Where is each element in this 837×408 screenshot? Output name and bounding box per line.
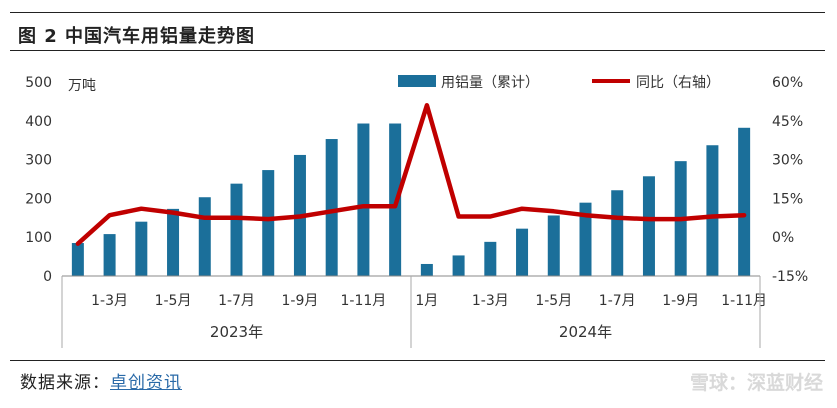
right-axis: -15% 0% 15% 30% 45% 60% (772, 75, 808, 285)
x-tick-label: 1月 (415, 293, 438, 309)
footer-top-rule (10, 360, 825, 361)
line-point (139, 207, 143, 211)
bar (230, 183, 243, 276)
x-tick-label: 1-5月 (155, 293, 192, 309)
source-link[interactable]: 卓创资讯 (110, 373, 182, 393)
right-tick-label: 45% (772, 114, 803, 130)
bar (71, 243, 84, 276)
line-point (457, 215, 461, 219)
source-label: 数据来源： (20, 373, 110, 393)
title-bottom-rule (10, 50, 825, 51)
bar (516, 228, 529, 276)
right-tick-label: 30% (772, 153, 803, 169)
x-axis: 1-3月 1-5月 1-7月 1-9月 1-11月 1月 1-3月 1-5月 1-7月 1-9月 1… (61, 275, 767, 348)
bar (484, 241, 497, 276)
line-point (266, 217, 270, 221)
x-tick-label: 1-3月 (91, 293, 128, 309)
bar (262, 170, 275, 276)
line-point (425, 103, 429, 107)
line-point (710, 215, 714, 219)
bar (547, 215, 560, 276)
line-series (75, 103, 747, 246)
x-tick-label: 1-9月 (662, 293, 699, 309)
x-tick-label: 1-9月 (282, 293, 319, 309)
left-tick-label: 400 (25, 114, 52, 130)
line-point (298, 215, 302, 219)
legend-line-label: 同比（右轴） (636, 75, 720, 91)
left-axis: 0 100 200 300 400 500 (25, 75, 52, 285)
line-point (108, 213, 112, 217)
bar (642, 176, 655, 276)
legend: 用铝量（累计） 同比（右轴） (398, 75, 720, 91)
line-point (330, 209, 334, 213)
line-point (235, 216, 238, 220)
bar (357, 123, 370, 277)
left-tick-label: 0 (43, 269, 52, 285)
bar (452, 255, 465, 276)
year-group-label: 2024年 (559, 323, 612, 341)
left-tick-label: 500 (25, 75, 52, 91)
right-tick-label: -15% (772, 269, 808, 285)
x-tick-label: 1-11月 (721, 293, 767, 309)
bar (103, 234, 116, 276)
line-point (361, 204, 365, 208)
right-tick-label: 0% (772, 230, 794, 246)
x-tick-label: 1-7月 (599, 293, 636, 309)
bar (611, 190, 624, 276)
bar (420, 263, 433, 276)
legend-bar-label: 用铝量（累计） (441, 75, 539, 91)
yoy-line (75, 103, 747, 246)
line-point (520, 207, 524, 211)
chart-title: 图 2 中国汽车用铝量走势图 (18, 26, 256, 47)
source-note: 数据来源：卓创资讯 (20, 368, 182, 393)
line-point (647, 217, 651, 221)
right-tick-label: 60% (772, 75, 803, 91)
bar (167, 208, 180, 276)
bar (579, 202, 592, 276)
line-point (203, 216, 207, 220)
x-tick-label: 1-3月 (472, 293, 509, 309)
line-point (393, 204, 397, 208)
line-point (552, 209, 556, 213)
legend-bar-swatch (398, 75, 436, 87)
year-group-label: 2023年 (210, 323, 263, 341)
bar-series (71, 123, 751, 277)
left-tick-label: 300 (25, 153, 52, 169)
bar (135, 221, 148, 276)
x-tick-label: 1-11月 (341, 293, 387, 309)
line-point (488, 215, 492, 219)
bar (706, 145, 719, 276)
line-point (584, 213, 587, 217)
bar (738, 127, 751, 276)
line-point (615, 216, 619, 220)
x-tick-label: 1-5月 (535, 293, 572, 309)
x-tick-label: 1-7月 (218, 293, 255, 309)
line-point (679, 217, 683, 221)
title-top-rule (10, 12, 825, 13)
left-axis-unit: 万吨 (68, 78, 96, 94)
right-tick-label: 15% (772, 191, 803, 207)
line-point (76, 242, 80, 246)
left-tick-label: 100 (25, 230, 52, 246)
left-tick-label: 200 (25, 191, 52, 207)
line-point (742, 213, 746, 217)
bar (198, 197, 211, 276)
bar (325, 139, 338, 276)
watermark: 雪球：深蓝财经 (689, 372, 823, 394)
line-point (171, 211, 175, 215)
